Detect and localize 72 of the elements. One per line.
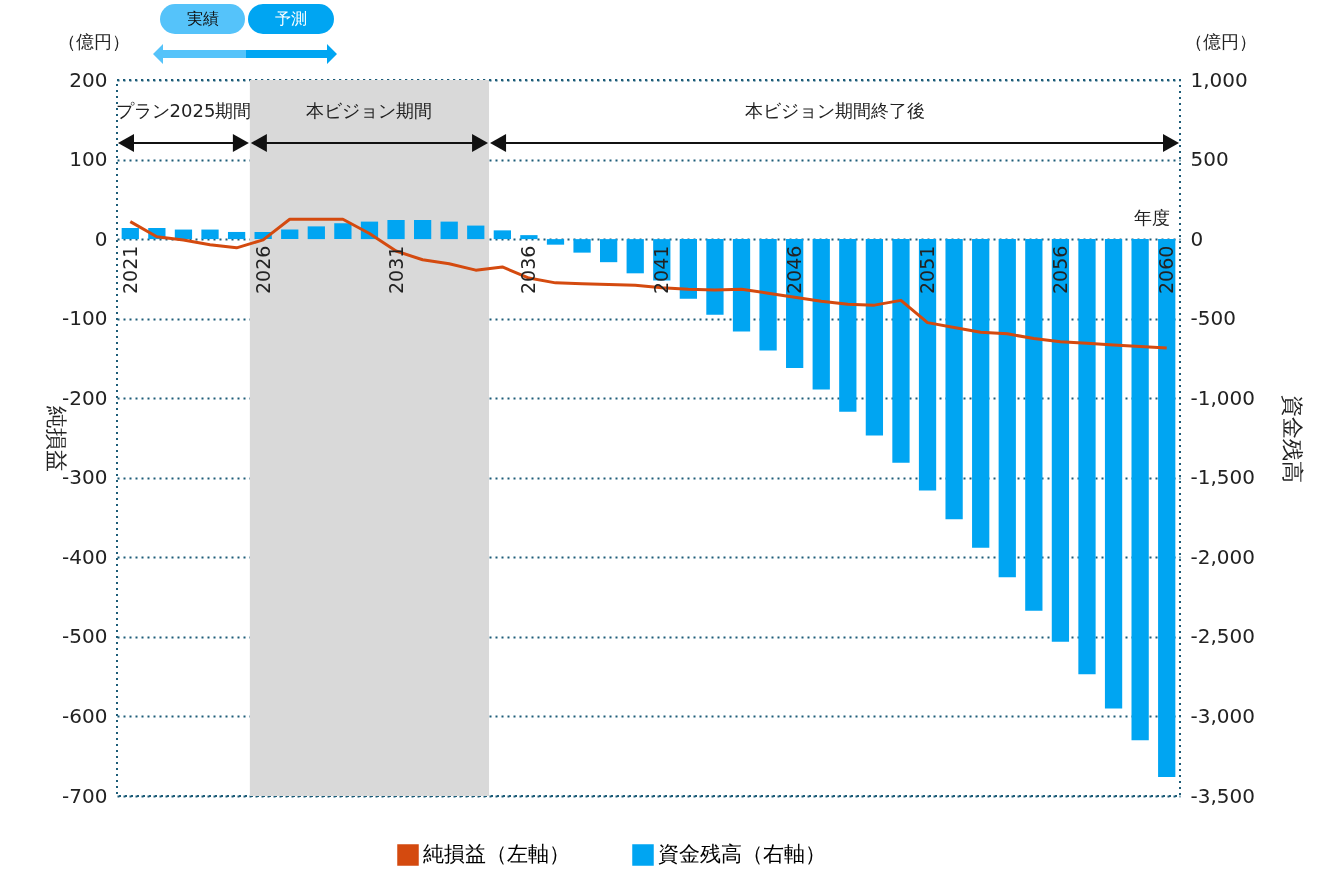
bar [1078,239,1096,675]
y2-tick-label: -500 [1190,306,1236,331]
y-tick-label: 100 [69,147,108,172]
bar [334,223,352,240]
y2-tick-label: 1,000 [1190,67,1248,92]
bar [467,225,485,240]
y-tick-label: -600 [62,703,108,728]
bar [732,239,751,332]
bar [626,239,644,274]
bar [440,221,458,240]
bar [520,235,538,240]
text: （億円） [58,30,130,54]
annotation: 年度 [1134,206,1170,230]
x-tick-label: 2021 [118,245,141,294]
bar [1158,239,1176,777]
y2-tick-label: -2,500 [1190,624,1255,649]
annotation: 本ビジョン期間 [306,99,433,123]
bar [972,239,990,548]
x-tick-label: 2046 [783,245,806,294]
y2-tick-label: -1,500 [1190,465,1255,490]
bar [706,239,724,315]
y2-tick-label: 500 [1190,147,1229,172]
x-tick-label: 2060 [1155,245,1178,294]
legend-label: 資金残高（右軸） [658,842,826,866]
bar [493,230,511,240]
annotation: 本ビジョン期間終了後 [744,99,925,123]
x-tick-label: 2056 [1048,245,1071,294]
bar [1104,239,1123,709]
bar [839,239,857,412]
bar [1131,239,1149,741]
y-tick-label: -500 [62,624,108,649]
bar [998,239,1016,578]
bar [865,239,884,436]
bar [281,229,299,240]
label-badge: 予測 [248,4,334,34]
bar [413,220,432,240]
y2-tick-label: -2,000 [1190,544,1255,569]
bar [307,226,325,240]
y2-tick-label: -3,000 [1190,703,1255,728]
y-tick-label: -100 [62,306,108,331]
label-badge: 実績 [160,4,245,34]
bar [679,239,697,299]
x-tick-label: 2041 [650,245,673,294]
y-tick-label: -400 [62,544,108,569]
bar [201,229,219,240]
y2-tick-label: 0 [1190,226,1204,251]
bar [546,239,565,245]
text: （億円） [1185,30,1257,54]
y2-tick-label: -3,500 [1190,783,1255,808]
y2-tick-label: -1,000 [1190,385,1255,410]
x-tick-label: 2026 [251,245,274,294]
bar [812,239,830,390]
y-tick-label: -700 [62,783,108,808]
bar [1051,239,1070,642]
bar [918,239,937,491]
y-tick-label: 0 [94,226,108,251]
bar [1025,239,1043,611]
x-tick-label: 2031 [384,245,407,294]
legend-label: 純損益（左軸） [423,842,570,866]
bar [892,239,910,463]
bar [387,220,405,240]
bar [759,239,777,351]
bar [945,239,963,520]
bar [573,239,591,253]
bar [227,231,246,240]
bar [121,227,139,240]
bar [600,239,618,263]
annotation: プラン2025期間 [115,99,252,123]
y2-axis-title: 資金残高 [1279,394,1305,483]
x-tick-label: 2036 [517,245,540,294]
x-tick-label: 2051 [916,245,939,294]
y-tick-label: 200 [69,67,108,92]
